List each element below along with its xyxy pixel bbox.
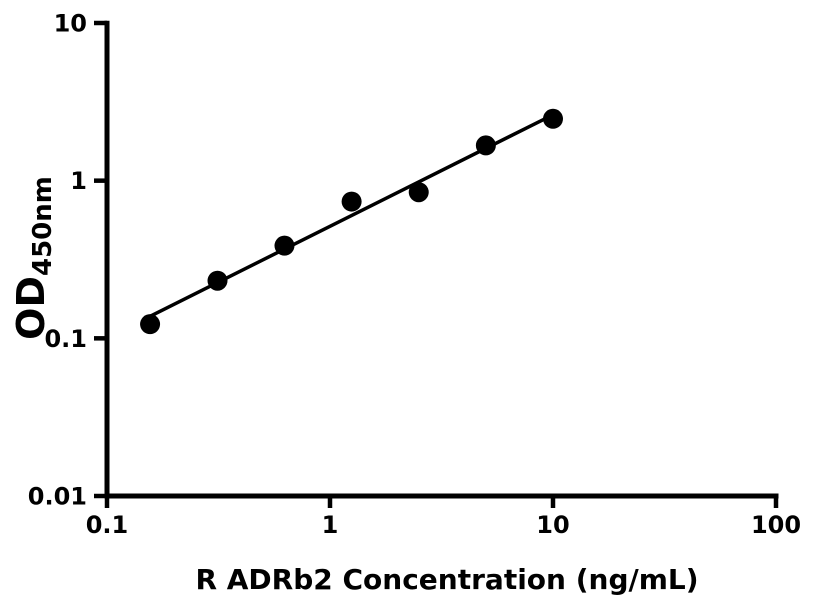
y-tick-label: 0.01 xyxy=(28,483,87,511)
data-point xyxy=(543,108,563,129)
y-tick-label: 1 xyxy=(70,167,87,195)
x-tick-label: 0.1 xyxy=(86,511,129,539)
data-point xyxy=(274,235,295,256)
data-point xyxy=(140,314,161,335)
data-point xyxy=(408,182,429,203)
y-tick-label: 10 xyxy=(54,10,87,38)
x-tick-label: 100 xyxy=(751,511,801,539)
y-axis-title: OD450nm xyxy=(9,176,58,340)
y-axis-title-main: OD xyxy=(9,276,53,340)
data-point xyxy=(341,191,362,212)
data-layer xyxy=(140,108,563,335)
x-axis-title: R ADRb2 Concentration (ng/mL) xyxy=(195,563,698,596)
y-axis-title-subscript: 450nm xyxy=(28,176,58,276)
x-tick-label: 10 xyxy=(536,511,569,539)
data-point xyxy=(207,270,228,291)
data-point xyxy=(475,135,496,156)
y-tick-label: 0.1 xyxy=(44,325,87,353)
x-tick-label: 1 xyxy=(322,511,339,539)
